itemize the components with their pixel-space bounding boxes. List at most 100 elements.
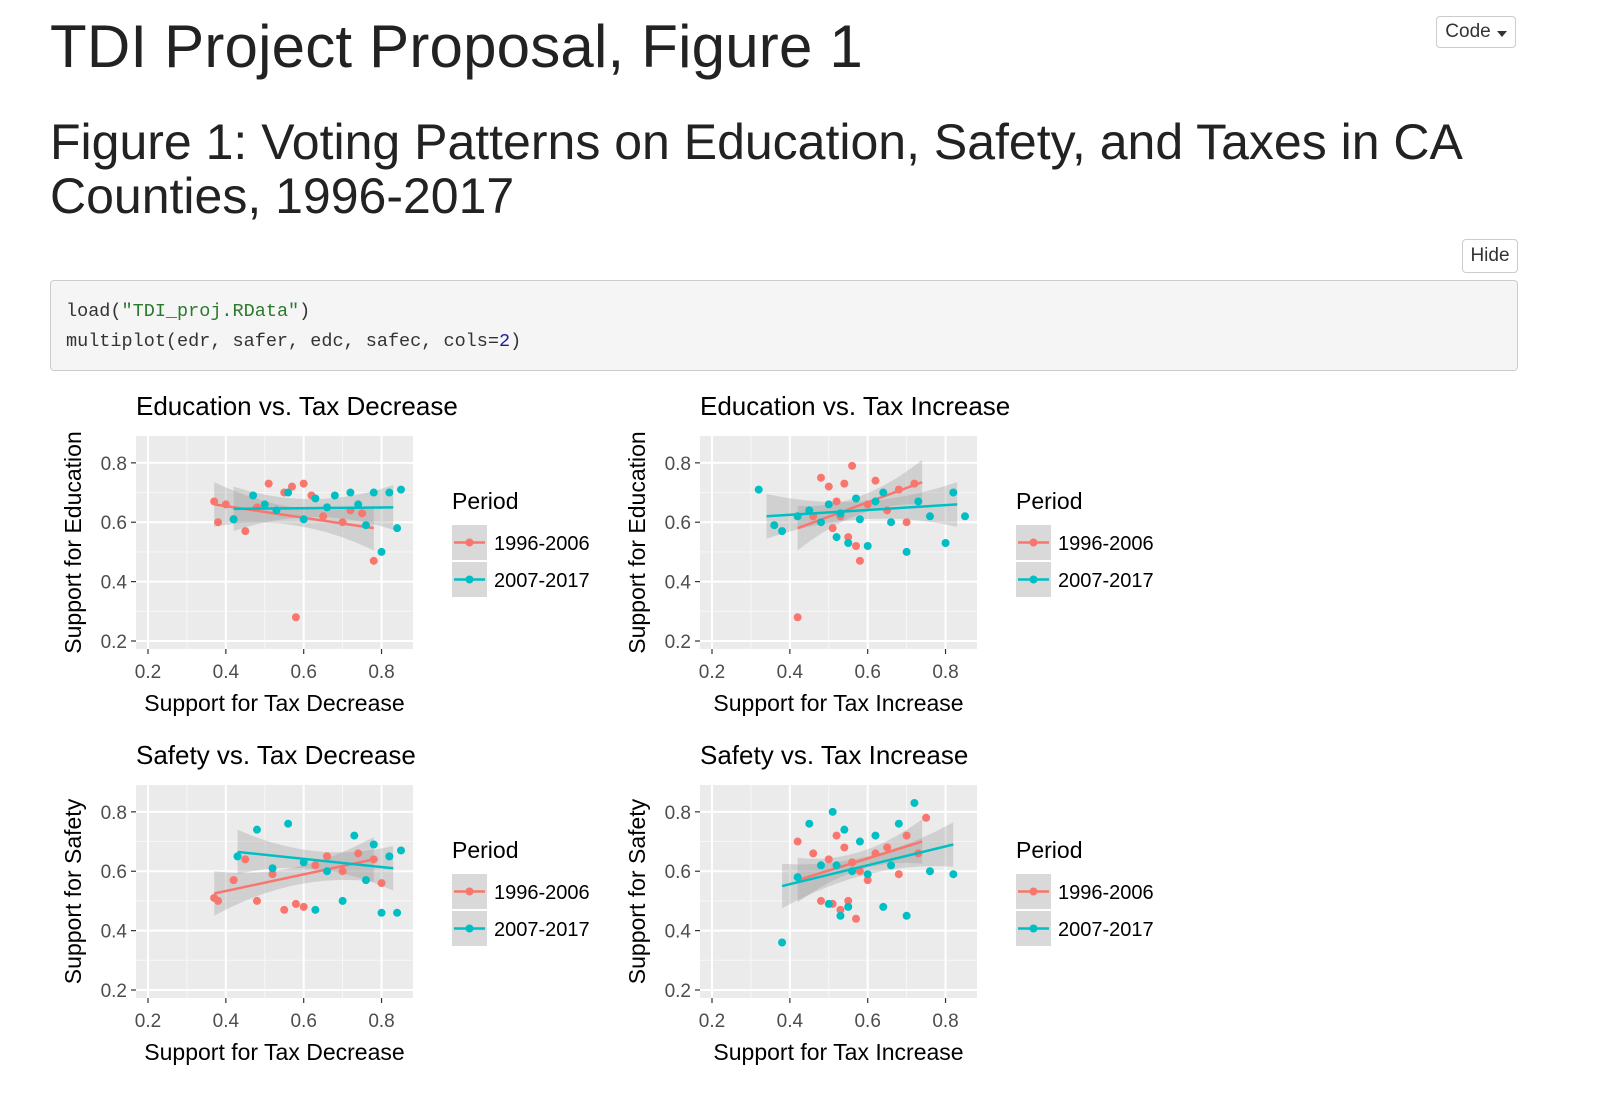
data-point-1996-2006 [816,896,825,905]
x-axis-label: Support for Tax Decrease [144,690,404,716]
code-number: 2 [498,331,511,352]
data-point-2007-2017 [377,908,386,917]
data-point-1996-2006 [252,896,261,905]
legend-title: Period [1016,837,1082,863]
data-point-2007-2017 [832,533,841,542]
data-point-1996-2006 [311,861,320,870]
y-tick-label: 0.4 [101,922,128,943]
x-tick-label: 0.6 [290,662,316,683]
fit-line-1996-2006 [797,840,923,882]
fit-line-2007-2017 [233,506,394,511]
data-point-1996-2006 [323,852,332,861]
data-point-2007-2017 [887,518,896,527]
data-point-1996-2006 [902,518,911,527]
data-point-1996-2006 [863,876,872,885]
code-menu-button[interactable]: Code [1436,16,1516,48]
data-point-2007-2017 [844,539,853,548]
x-tick-label: 0.4 [777,662,804,683]
x-tick-label: 0.6 [854,1011,880,1032]
data-point-2007-2017 [852,494,861,503]
hide-button-label: Hide [1470,245,1510,266]
fit-line-2007-2017 [766,503,958,518]
chart-title: Education vs. Tax Increase [700,391,1010,421]
data-point-1996-2006 [852,541,861,550]
code-paren: ) [299,301,311,322]
data-point-1996-2006 [369,556,378,565]
chart-title: Safety vs. Tax Increase [700,740,968,770]
data-point-1996-2006 [836,905,845,914]
x-axis-label: Support for Tax Increase [713,1039,963,1065]
data-point-2007-2017 [879,902,888,911]
code-block: load("TDI_proj.RData") multiplot(edr, sa… [50,280,1518,371]
data-point-2007-2017 [385,488,394,497]
data-point-2007-2017 [824,500,833,509]
data-point-1996-2006 [241,527,250,536]
x-tick-label: 0.4 [777,1011,804,1032]
data-point-1996-2006 [214,518,223,527]
legend-label: 2007-2017 [494,570,590,592]
legend-key-point [1029,887,1038,896]
data-point-2007-2017 [949,488,958,497]
data-point-2007-2017 [754,485,763,494]
data-point-2007-2017 [855,515,864,524]
data-point-1996-2006 [299,479,308,488]
data-point-2007-2017 [252,825,261,834]
hide-code-button[interactable]: Hide [1462,239,1518,273]
legend-key-point [465,575,474,584]
data-point-2007-2017 [393,908,402,917]
chart-panel-1: Education vs. Tax Decrease 0.2 0.4 0.6 0.8 0.… [60,391,590,716]
y-tick-label: 0.4 [665,573,692,594]
panel-background [136,785,413,998]
legend-label: 2007-2017 [1058,919,1154,941]
data-point-1996-2006 [844,896,853,905]
data-point-1996-2006 [264,479,273,488]
data-point-2007-2017 [260,500,269,509]
legend-label: 2007-2017 [494,919,590,941]
data-point-2007-2017 [299,515,308,524]
data-point-2007-2017 [961,512,969,521]
data-point-1996-2006 [288,482,297,491]
legend-key-point [1029,575,1038,584]
legend-label: 1996-2006 [1058,882,1154,904]
data-point-1996-2006 [210,497,219,506]
figure-heading: Figure 1: Voting Patterns on Education, … [50,114,1461,224]
data-point-1996-2006 [922,813,931,822]
x-tick-label: 0.8 [368,1011,394,1032]
data-point-2007-2017 [350,831,359,840]
data-point-1996-2006 [809,849,818,858]
y-tick-label: 0.2 [101,981,127,1002]
y-tick-label: 0.8 [665,803,691,824]
y-tick-label: 0.8 [101,454,127,475]
data-point-1996-2006 [338,867,347,876]
legend-key-point [465,924,474,933]
y-tick-label: 0.2 [101,632,127,653]
x-axis-label: Support for Tax Increase [713,690,963,716]
chart-panel-4: Safety vs. Tax Increase 0.2 0.4 0.6 0.8 0.2 0.… [624,740,1154,1065]
data-point-1996-2006 [214,896,223,905]
y-axis-label: Support for Education [624,431,650,653]
data-point-1996-2006 [319,512,328,521]
legend-title: Period [452,837,518,863]
data-point-2007-2017 [832,861,841,870]
data-point-2007-2017 [879,488,888,497]
x-tick-label: 0.8 [368,662,394,683]
data-point-2007-2017 [397,846,405,855]
fit-line-2007-2017 [781,843,954,888]
code-paren-2: ) [510,331,522,352]
data-point-1996-2006 [840,843,849,852]
data-point-2007-2017 [793,873,802,882]
chart-title: Education vs. Tax Decrease [136,391,458,421]
legend-key-point [465,538,474,547]
data-point-2007-2017 [925,867,934,876]
data-point-1996-2006 [832,497,841,506]
legend-label: 1996-2006 [494,533,590,555]
code-button-label: Code [1445,21,1491,42]
data-point-2007-2017 [894,819,903,828]
y-tick-label: 0.6 [101,862,127,883]
data-point-2007-2017 [311,494,320,503]
data-point-1996-2006 [824,482,833,491]
data-point-2007-2017 [311,905,320,914]
data-point-2007-2017 [377,547,386,556]
data-point-2007-2017 [330,491,339,500]
code-fn-load: load( [66,301,122,322]
